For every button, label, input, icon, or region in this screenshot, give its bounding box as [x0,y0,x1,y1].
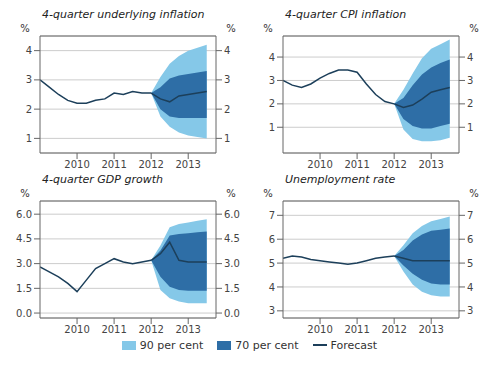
svg-text:3.0: 3.0 [224,258,240,269]
svg-text:2013: 2013 [175,159,200,170]
html-text:4-quarter GDP growth: 4-quarter GDP growth [42,173,163,186]
svg-text:3: 3 [467,305,473,316]
html-text:4-quarter underlying inflation: 4-quarter underlying inflation [42,8,205,21]
svg-text:4: 4 [467,52,473,63]
svg-text:5: 5 [467,258,473,269]
html-text:4-quarter CPI inflation: 4-quarter CPI inflation [285,8,407,21]
svg-text:2: 2 [467,98,473,109]
svg-text:3: 3 [26,74,32,85]
svg-text:1: 1 [467,122,473,133]
svg-text:2011: 2011 [101,159,126,170]
svg-text:3: 3 [224,74,230,85]
svg-text:2013: 2013 [418,159,443,170]
svg-text:2012: 2012 [381,159,406,170]
svg-text:4.5: 4.5 [224,233,240,244]
svg-text:7: 7 [269,210,275,221]
svg-text:3.0: 3.0 [16,258,32,269]
svg-text:2013: 2013 [418,324,443,335]
html-text:70 per cent: 70 per cent [235,338,299,352]
svg-text:7: 7 [467,210,473,221]
svg-text:3: 3 [467,75,473,86]
svg-text:2011: 2011 [344,159,369,170]
svg-text:%: % [469,23,479,34]
html-text:Forecast: Forecast [330,338,378,352]
svg-text:2011: 2011 [344,324,369,335]
svg-text:1: 1 [269,122,275,133]
svg-text:2012: 2012 [138,159,163,170]
svg-text:4: 4 [269,52,275,63]
svg-text:2010: 2010 [307,324,332,335]
svg-text:2012: 2012 [381,324,406,335]
svg-text:4: 4 [224,45,230,56]
html-text:Unemployment rate: Unemployment rate [285,173,396,186]
svg-text:4: 4 [269,282,275,293]
html-text:90 per cent: 90 per cent [139,338,204,352]
svg-text:%: % [226,188,236,199]
svg-text:2: 2 [224,104,230,115]
svg-text:2010: 2010 [307,159,332,170]
svg-text:4.5: 4.5 [16,233,32,244]
svg-text:3: 3 [269,75,275,86]
svg-text:%: % [20,188,30,199]
svg-text:%: % [263,188,273,199]
svg-text:6: 6 [467,234,473,245]
svg-text:2010: 2010 [64,159,89,170]
svg-text:5: 5 [269,258,275,269]
svg-text:%: % [263,23,273,34]
svg-text:1: 1 [26,133,32,144]
svg-text:6.0: 6.0 [16,209,32,220]
svg-text:1.5: 1.5 [16,283,32,294]
svg-text:%: % [226,23,236,34]
svg-text:4: 4 [467,282,473,293]
svg-text:%: % [20,23,30,34]
svg-text:6.0: 6.0 [224,209,240,220]
svg-text:2: 2 [26,104,32,115]
svg-text:2010: 2010 [64,324,89,335]
svg-text:2011: 2011 [101,324,126,335]
svg-text:0.0: 0.0 [224,308,240,319]
svg-text:3: 3 [269,305,275,316]
svg-text:4: 4 [26,45,32,56]
svg-text:2: 2 [269,98,275,109]
svg-text:%: % [469,188,479,199]
svg-text:1.5: 1.5 [224,283,240,294]
svg-text:2012: 2012 [138,324,163,335]
svg-text:0.0: 0.0 [16,308,32,319]
svg-text:6: 6 [269,234,275,245]
svg-text:2013: 2013 [175,324,200,335]
svg-text:1: 1 [224,133,230,144]
